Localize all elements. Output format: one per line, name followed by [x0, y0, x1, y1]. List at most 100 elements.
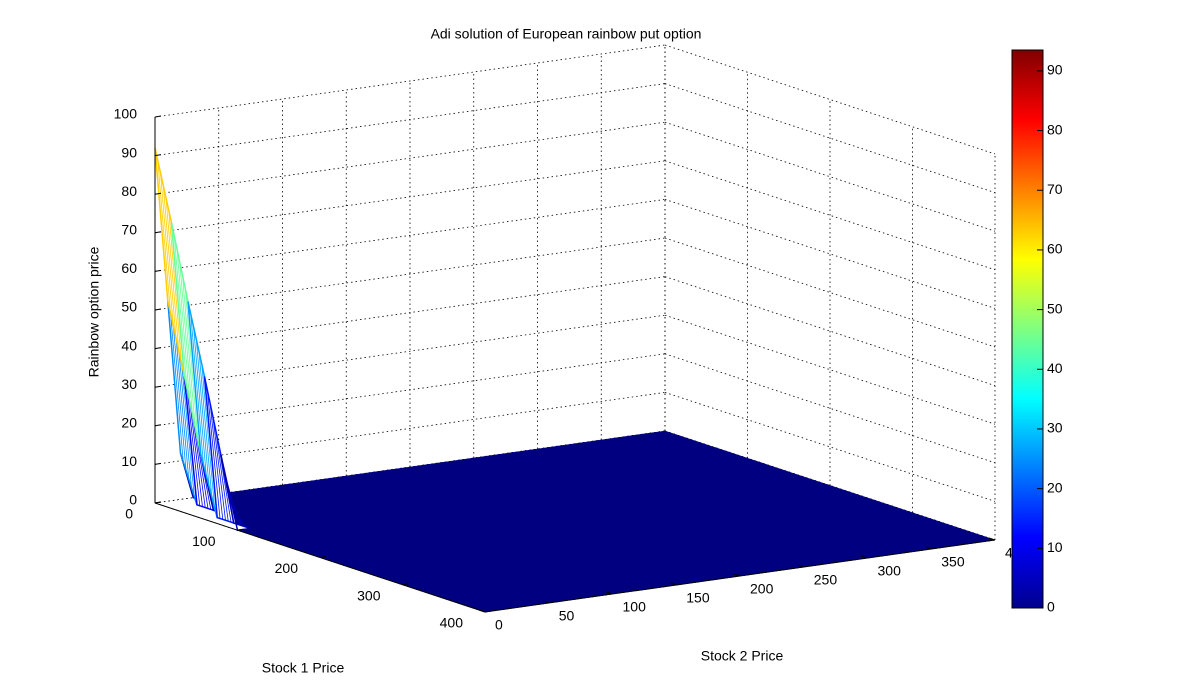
- mesh-line: [231, 505, 246, 527]
- colorbar: [1011, 49, 1044, 609]
- z-tick: [154, 347, 162, 350]
- z-tick: [154, 308, 162, 311]
- mesh-line: [195, 339, 210, 486]
- y-tick-label: 400: [440, 615, 464, 631]
- mesh-line: [165, 197, 180, 351]
- mesh-line: [157, 160, 171, 314]
- mesh-line: [168, 210, 182, 363]
- mesh-line: [179, 262, 193, 415]
- z-tick: [154, 115, 162, 118]
- mesh-line: [172, 325, 187, 471]
- mesh-line: [178, 350, 192, 488]
- z-tick: [154, 154, 162, 157]
- x-tick: [733, 573, 741, 577]
- grid-line: [154, 276, 666, 349]
- z-tick-label: 30: [121, 376, 137, 392]
- x-tick: [670, 582, 677, 586]
- grid-line: [154, 44, 666, 118]
- mesh-line: [201, 364, 215, 508]
- y-tick: [237, 528, 244, 531]
- y-tick-label: 0: [125, 506, 133, 522]
- mesh-line: [175, 337, 190, 480]
- x-tick: [478, 609, 486, 613]
- mesh-line: [189, 401, 203, 507]
- x-tick-label: 0: [495, 617, 503, 633]
- mesh-line: [212, 415, 226, 521]
- x-tick-label: 200: [750, 581, 774, 597]
- y-tick-label: 300: [357, 587, 381, 603]
- z-tick: [154, 424, 162, 427]
- grid-line: [154, 160, 666, 234]
- z-tick-label: 40: [121, 337, 137, 353]
- grid-line: [664, 83, 996, 193]
- x-axis-label: Stock 2 Price: [701, 648, 784, 664]
- colorbar-tick-label: 50: [1047, 300, 1063, 316]
- mesh-line: [186, 388, 201, 506]
- z-tick-label: 70: [121, 222, 137, 238]
- grid-line: [154, 83, 666, 156]
- x-tick: [988, 537, 996, 541]
- z-tick: [154, 192, 162, 195]
- colorbar-tick-label: 10: [1047, 539, 1063, 555]
- grid-line: [154, 199, 666, 272]
- colorbar-tick-label: 40: [1047, 360, 1063, 376]
- x-tick: [542, 600, 549, 604]
- mesh-line: [162, 185, 177, 338]
- y-tick: [154, 501, 162, 504]
- z-tick-label: 20: [121, 415, 137, 431]
- grid-line: [154, 121, 666, 195]
- y-tick: [402, 583, 409, 586]
- mesh-line: [184, 288, 199, 442]
- mesh-line: [190, 314, 204, 465]
- y-tick-label: 200: [275, 560, 299, 576]
- z-tick-label: 60: [121, 260, 137, 276]
- z-tick-label: 80: [121, 183, 137, 199]
- grid-line: [154, 353, 666, 427]
- mesh-line: [198, 351, 213, 497]
- colorbar-tick-label: 30: [1047, 420, 1063, 436]
- x-tick-label: 250: [814, 572, 838, 588]
- y-tick-label: 100: [192, 533, 216, 549]
- surface: [154, 147, 996, 613]
- mesh-line: [193, 326, 207, 476]
- y-tick: [484, 610, 492, 613]
- z-tick: [154, 269, 162, 272]
- x-tick-label: 100: [623, 599, 647, 615]
- x-tick-label: 350: [941, 554, 965, 570]
- x-tick: [925, 546, 932, 550]
- grid-line: [664, 237, 996, 348]
- x-tick: [606, 591, 613, 595]
- grid-line: [154, 392, 666, 465]
- grid-line: [664, 199, 996, 309]
- x-tick: [797, 564, 804, 568]
- grid-line: [154, 237, 666, 311]
- grid-line: [154, 314, 666, 388]
- mesh-line: [176, 249, 191, 402]
- colorbar-tick-label: 20: [1047, 479, 1063, 495]
- x-tick-label: 50: [559, 608, 575, 624]
- x-tick: [861, 555, 868, 559]
- chart-title: Adi solution of European rainbow put opt…: [431, 26, 702, 42]
- colorbar-tick-label: 0: [1047, 599, 1055, 615]
- mesh-line: [170, 312, 184, 462]
- mesh-line: [160, 172, 174, 326]
- mesh-line: [192, 414, 206, 508]
- colorbar-tick-label: 70: [1047, 181, 1063, 197]
- z-tick: [154, 385, 162, 388]
- z-axis-label: Rainbow option price: [86, 246, 102, 377]
- mesh-line: [215, 429, 229, 522]
- mesh-line: [181, 362, 195, 497]
- z-tick-label: 90: [121, 144, 137, 160]
- mesh-line: [228, 492, 243, 526]
- z-tick: [154, 462, 162, 465]
- colorbar-tick-label: 60: [1047, 241, 1063, 257]
- mesh-line: [206, 389, 221, 519]
- mesh-line: [209, 402, 224, 520]
- y-axis-label: Stock 1 Price: [262, 660, 345, 676]
- mesh-line: [182, 275, 196, 428]
- z-tick-label: 100: [114, 106, 138, 122]
- colorbar-tick-label: 90: [1047, 62, 1063, 78]
- x-tick-label: 150: [686, 590, 710, 606]
- z-tick-label: 50: [121, 299, 137, 315]
